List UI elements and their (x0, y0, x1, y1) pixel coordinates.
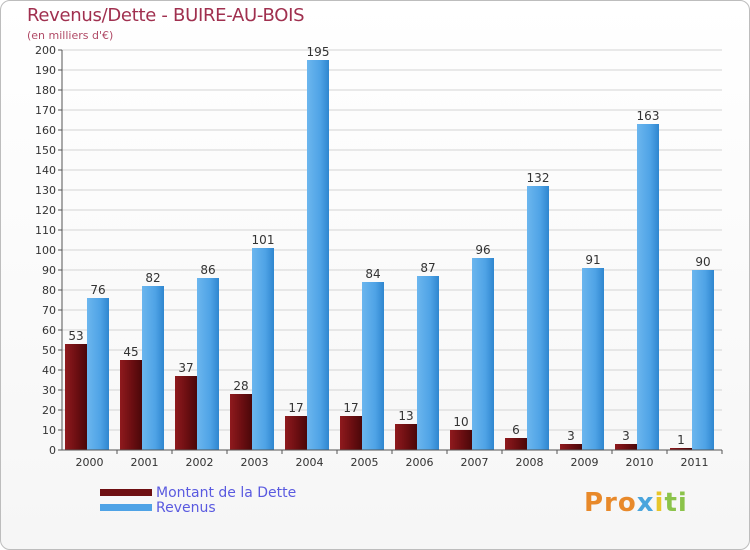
bar-dette (120, 360, 142, 450)
data-label: 101 (252, 233, 275, 247)
x-tick-label: 2011 (681, 456, 709, 469)
data-label: 163 (637, 109, 660, 123)
y-tick-label: 10 (42, 424, 56, 437)
data-label: 37 (178, 361, 193, 375)
data-label: 96 (475, 243, 490, 257)
legend-label-revenus: Revenus (156, 500, 216, 516)
data-label: 1 (677, 433, 685, 447)
y-tick-label: 50 (42, 344, 56, 357)
x-tick-label: 2008 (516, 456, 544, 469)
data-label: 3 (567, 429, 575, 443)
x-tick-label: 2006 (406, 456, 434, 469)
y-tick-label: 20 (42, 404, 56, 417)
data-label: 28 (233, 379, 248, 393)
bar-revenus (307, 60, 329, 450)
legend-label-dette: Montant de la Dette (156, 485, 297, 501)
grid-lines (62, 49, 722, 451)
data-label: 84 (365, 267, 380, 281)
y-tick-label: 0 (49, 444, 56, 457)
data-label: 6 (512, 423, 520, 437)
x-tick-label: 2007 (461, 456, 489, 469)
proxiti-logo: Proxiti (584, 488, 688, 518)
bar-dette (450, 430, 472, 450)
y-tick-label: 170 (35, 104, 56, 117)
data-label: 87 (420, 261, 435, 275)
data-label: 195 (307, 45, 330, 59)
bar-revenus (692, 270, 714, 450)
y-tick-label: 100 (35, 244, 56, 257)
bar-dette (340, 416, 362, 450)
chart-subtitle: (en milliers d'€) (27, 29, 114, 42)
y-tick-label: 80 (42, 284, 56, 297)
data-label: 82 (145, 271, 160, 285)
bar-dette (505, 438, 527, 450)
chart-title: Revenus/Dette - BUIRE-AU-BOIS (27, 5, 305, 26)
x-tick-label: 2000 (76, 456, 104, 469)
x-axis: 2000 2001 2002 2003 2004 2005 2006 2007 2008 2009… (62, 449, 723, 469)
x-tick-label: 2005 (351, 456, 379, 469)
data-label: 86 (200, 263, 215, 277)
y-tick-label: 130 (35, 184, 56, 197)
bar-dette (560, 444, 582, 450)
data-label: 13 (398, 409, 413, 423)
data-label: 76 (90, 283, 105, 297)
bar-dette (175, 376, 197, 450)
bar-revenus (527, 186, 549, 450)
y-axis: 0 10 20 30 40 50 60 70 80 90 100 110 120 130 140 150 160… (35, 44, 63, 457)
bar-revenus (362, 282, 384, 450)
data-label: 132 (527, 171, 550, 185)
data-label: 53 (68, 329, 83, 343)
x-tick-label: 2004 (296, 456, 324, 469)
data-labels: 5376458237862810117195178413871096613239… (68, 45, 710, 447)
x-tick-label: 2001 (131, 456, 159, 469)
legend-swatch-revenus (100, 504, 152, 511)
y-tick-label: 150 (35, 144, 56, 157)
x-tick-label: 2009 (571, 456, 599, 469)
bar-revenus (197, 278, 219, 450)
bar-dette (285, 416, 307, 450)
bar-revenus (87, 298, 109, 450)
x-tick-label: 2003 (241, 456, 269, 469)
bar-revenus (472, 258, 494, 450)
y-tick-label: 70 (42, 304, 56, 317)
data-label: 17 (343, 401, 358, 415)
y-tick-label: 160 (35, 124, 56, 137)
bar-dette (395, 424, 417, 450)
legend-swatch-dette (100, 489, 152, 496)
x-tick-label: 2010 (626, 456, 654, 469)
y-tick-label: 180 (35, 84, 56, 97)
y-tick-label: 200 (35, 44, 56, 57)
y-tick-label: 140 (35, 164, 56, 177)
bar-dette (65, 344, 87, 450)
data-label: 10 (453, 415, 468, 429)
bar-revenus (582, 268, 604, 450)
data-label: 91 (585, 253, 600, 267)
bar-dette (615, 444, 637, 450)
y-tick-label: 40 (42, 364, 56, 377)
bar-dette (670, 448, 692, 450)
data-label: 3 (622, 429, 630, 443)
data-label: 17 (288, 401, 303, 415)
bar-revenus (637, 124, 659, 450)
bar-revenus (417, 276, 439, 450)
y-tick-label: 60 (42, 324, 56, 337)
y-tick-label: 190 (35, 64, 56, 77)
y-tick-label: 30 (42, 384, 56, 397)
y-tick-label: 120 (35, 204, 56, 217)
y-tick-label: 110 (35, 224, 56, 237)
bar-dette (230, 394, 252, 450)
bar-revenus (142, 286, 164, 450)
data-label: 90 (695, 255, 710, 269)
bars (65, 60, 714, 450)
bar-revenus (252, 248, 274, 450)
x-tick-label: 2002 (186, 456, 214, 469)
y-tick-label: 90 (42, 264, 56, 277)
data-label: 45 (123, 345, 138, 359)
